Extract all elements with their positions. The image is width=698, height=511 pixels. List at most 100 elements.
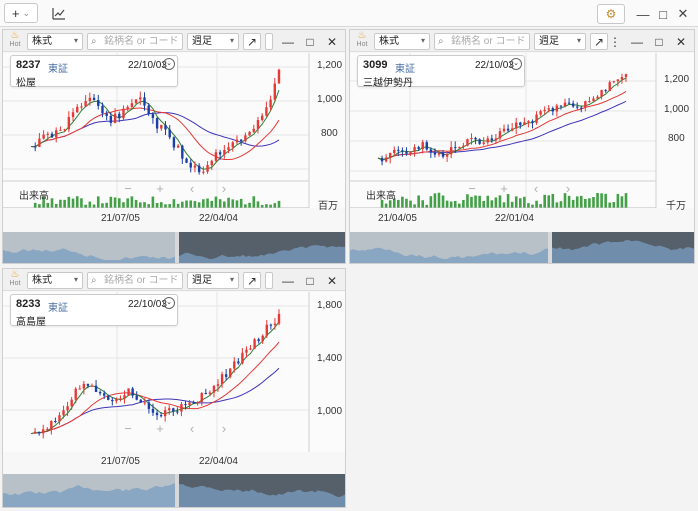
search-input[interactable]: ⌕ 銘柄名 or コード — [87, 272, 183, 289]
prev-button[interactable]: ‹ — [189, 421, 195, 436]
maximize-button[interactable]: □ — [655, 34, 663, 49]
navigator-strip[interactable] — [3, 474, 345, 507]
candle-body — [384, 157, 388, 162]
volume-bar — [88, 201, 92, 208]
type-select[interactable]: 株式 ▾ — [27, 33, 83, 50]
exchange-label: 東証 — [48, 64, 68, 75]
popout-button[interactable]: ↗ — [243, 272, 261, 289]
hot-badge[interactable]: ♨ Hot — [354, 31, 370, 51]
chevron-down-icon[interactable]: ⌄ — [510, 58, 522, 70]
candle-body — [584, 101, 587, 108]
zoom-out-button[interactable]: − — [468, 181, 476, 196]
plus-icon: + — [11, 5, 20, 21]
prev-button[interactable]: ‹ — [189, 181, 195, 196]
volume-bar — [380, 199, 384, 208]
popout-button[interactable]: ↗ — [243, 33, 261, 50]
search-icon: ⌕ — [91, 36, 97, 47]
chart-nav: − + ‹ › — [118, 181, 234, 196]
search-input[interactable]: ⌕ 銘柄名 or コード — [87, 33, 183, 50]
type-select[interactable]: 株式 ▾ — [27, 272, 83, 289]
close-button[interactable]: ✕ — [677, 6, 689, 21]
prev-button[interactable]: ‹ — [533, 181, 539, 196]
y-tick: 1,200 — [317, 60, 343, 71]
navigator-strip[interactable] — [350, 232, 694, 263]
period-select[interactable]: 週足 ▾ — [187, 272, 239, 289]
volume-bar — [63, 199, 66, 208]
chevron-down-icon[interactable]: ⌄ — [163, 297, 175, 309]
candle-body — [139, 97, 142, 100]
window-header: ♨ Hot 株式 ▾ ⌕ 銘柄名 or コード 週足 ▾ ↗ ⋮ — □ ✕ — [350, 30, 694, 52]
volume-bar — [71, 198, 75, 208]
settings-button[interactable]: ⚙ — [597, 4, 625, 24]
volume-bar — [401, 196, 404, 208]
chevron-down-icon: ▾ — [576, 36, 581, 45]
volume-bar — [551, 193, 555, 208]
volume-bar — [67, 196, 71, 208]
volume-bar — [397, 199, 400, 208]
x-tick: 22/01/04 — [495, 213, 534, 224]
candle-body — [233, 361, 236, 369]
type-select[interactable]: 株式 ▾ — [374, 33, 430, 50]
maximize-button[interactable]: □ — [659, 6, 667, 22]
close-button[interactable]: ✕ — [675, 34, 687, 49]
volume-bar — [616, 193, 620, 208]
minimize-button[interactable]: — — [636, 6, 650, 22]
volume-bar — [514, 196, 518, 208]
candle-body — [401, 150, 404, 152]
close-button[interactable]: ✕ — [326, 273, 338, 288]
hot-badge[interactable]: ♨ Hot — [7, 31, 23, 51]
candle-body — [531, 121, 534, 123]
volume-bar — [571, 199, 575, 208]
zoom-in-button[interactable]: + — [156, 181, 164, 196]
candle-body — [571, 103, 575, 107]
x-tick: 21/07/05 — [101, 213, 140, 224]
maximize-button[interactable]: □ — [306, 273, 314, 288]
chart-line-icon[interactable] — [50, 5, 68, 23]
more-button[interactable] — [265, 33, 273, 50]
volume-bar — [579, 195, 583, 208]
zoom-in-button[interactable]: + — [500, 181, 508, 196]
chevron-down-icon[interactable]: ⌄ — [163, 58, 175, 70]
candle-body — [486, 138, 489, 143]
stock-code: 3099 — [363, 59, 388, 71]
candle-body — [523, 122, 526, 126]
search-input[interactable]: ⌕ 銘柄名 or コード — [434, 33, 530, 50]
add-window-button[interactable]: + ⌄ — [4, 3, 38, 23]
candle-body — [249, 348, 252, 350]
next-button[interactable]: › — [221, 181, 227, 196]
exchange-label: 東証 — [48, 303, 68, 314]
candle-body — [273, 83, 276, 100]
hot-badge[interactable]: ♨ Hot — [7, 270, 23, 290]
volume-bar — [596, 193, 599, 208]
period-select[interactable]: 週足 ▾ — [534, 33, 586, 50]
period-select[interactable]: 週足 ▾ — [187, 33, 239, 50]
zoom-out-button[interactable]: − — [124, 181, 132, 196]
gear-icon: ⚙ — [605, 7, 617, 21]
next-button[interactable]: › — [221, 421, 227, 436]
candle-body — [58, 415, 61, 422]
next-button[interactable]: › — [565, 181, 571, 196]
minimize-button[interactable]: — — [282, 34, 294, 49]
candle-body — [527, 121, 530, 123]
navigator-strip[interactable] — [3, 232, 345, 263]
volume-bar — [218, 199, 222, 208]
candle-body — [184, 404, 187, 406]
candle-body — [210, 160, 213, 166]
candle-body — [147, 402, 151, 409]
more-button[interactable] — [265, 272, 273, 289]
zoom-out-button[interactable]: − — [124, 421, 132, 436]
volume-bar — [248, 202, 251, 208]
minimize-button[interactable]: — — [282, 273, 294, 288]
close-button[interactable]: ✕ — [326, 34, 338, 49]
minimize-button[interactable]: — — [631, 34, 643, 49]
candle-body — [543, 109, 546, 112]
zoom-in-button[interactable]: + — [156, 421, 164, 436]
volume-bar — [277, 200, 281, 208]
more-menu-icon[interactable]: ⋮ — [609, 34, 621, 49]
volume-unit: 千万 — [666, 201, 686, 212]
popout-button[interactable]: ↗ — [590, 33, 608, 50]
candle-body — [200, 392, 203, 403]
volume-bar — [555, 202, 559, 208]
maximize-button[interactable]: □ — [306, 34, 314, 49]
volume-bar — [462, 199, 465, 208]
